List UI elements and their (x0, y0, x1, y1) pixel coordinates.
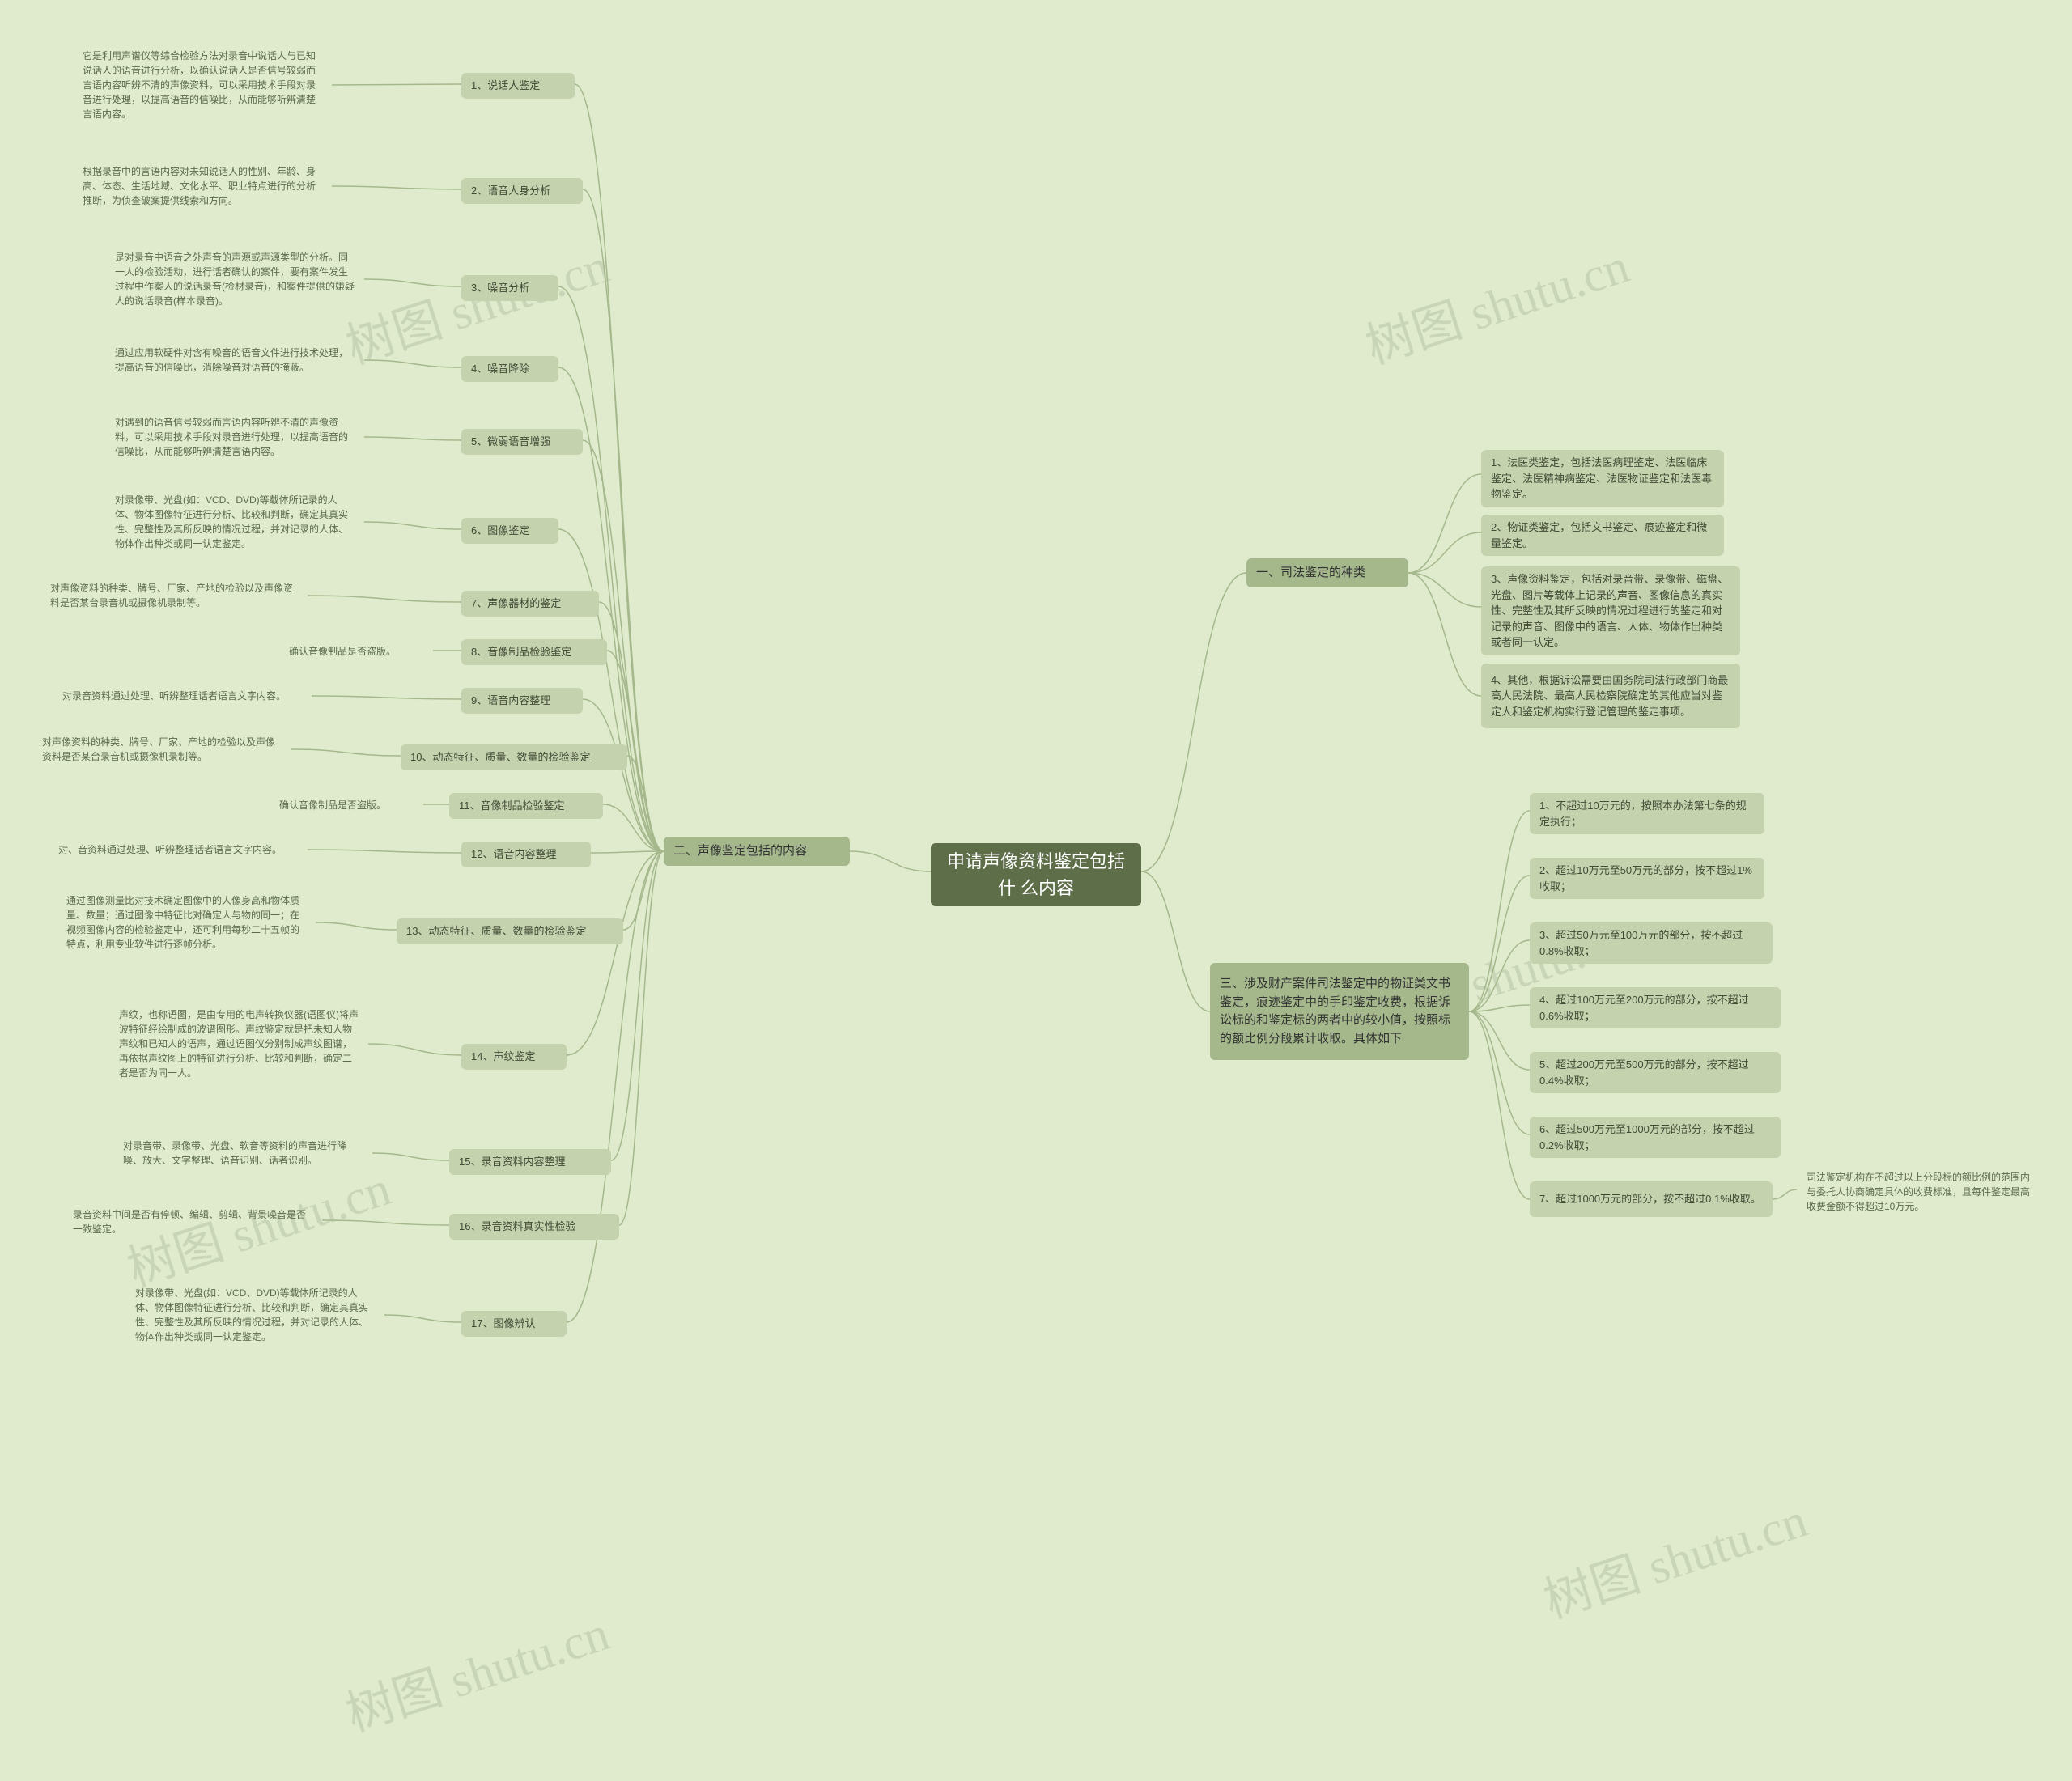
desc-node: 它是利用声谱仪等综合检验方法对录音中说话人与已知说话人的语音进行分析，以确认说话… (73, 40, 332, 129)
leaf-node: 15、录音资料内容整理 (449, 1149, 611, 1175)
leaf-node: 16、录音资料真实性检验 (449, 1214, 619, 1240)
desc-node: 司法鉴定机构在不超过以上分段标的额比例的范围内与委托人协商确定具体的收费标准，且… (1797, 1165, 2040, 1219)
desc-node: 对声像资料的种类、牌号、厂家、产地的检验以及声像资料是否某台录音机或摄像机录制等… (40, 576, 308, 615)
leaf-node: 4、噪音降除 (461, 356, 558, 382)
desc-node: 对、音资料通过处理、听辨整理话者语言文字内容。 (49, 832, 308, 867)
leaf-node: 11、音像制品检验鉴定 (449, 793, 603, 819)
leaf-node: 4、其他，根据诉讼需要由国务院司法行政部门商最高人民法院、最高人民检察院确定的其… (1481, 664, 1740, 728)
desc-node: 对遇到的语音信号较弱而言语内容听辨不清的声像资料，可以采用技术手段对录音进行处理… (105, 405, 364, 469)
leaf-node: 1、说话人鉴定 (461, 73, 575, 99)
desc-node: 确认音像制品是否盗版。 (270, 793, 423, 817)
desc-node: 录音资料中间是否有停顿、编辑、剪辑、背景噪音是否一致鉴定。 (63, 1202, 322, 1241)
leaf-node: 3、声像资料鉴定，包括对录音带、录像带、磁盘、光盘、图片等载体上记录的声音、图像… (1481, 566, 1740, 655)
leaf-node: 10、动态特征、质量、数量的检验鉴定 (401, 744, 627, 770)
desc-node: 对录像带、光盘(如：VCD、DVD)等载体所记录的人体、物体图像特征进行分析、比… (105, 486, 364, 558)
mindmap-canvas: 树图 shutu.cn树图 shutu.cn树图 shutu.cn树图 shut… (0, 0, 2072, 1781)
branch-node: 二、声像鉴定包括的内容 (664, 837, 850, 866)
leaf-node: 7、声像器材的鉴定 (461, 591, 599, 617)
desc-node: 通过应用软硬件对含有噪音的语音文件进行技术处理，提高语音的信噪比，消除噪音对语音… (105, 336, 364, 384)
desc-node: 是对录音中语音之外声音的声源或声源类型的分析。同一人的检验活动，进行话者确认的案… (105, 243, 364, 316)
branch-node: 一、司法鉴定的种类 (1246, 558, 1408, 587)
leaf-node: 4、超过100万元至200万元的部分，按不超过0.6%收取； (1530, 987, 1781, 1028)
leaf-node: 2、语音人身分析 (461, 178, 583, 204)
leaf-node: 8、音像制品检验鉴定 (461, 639, 607, 665)
leaf-node: 1、不超过10万元的，按照本办法第七条的规定执行； (1530, 793, 1764, 834)
leaf-node: 14、声纹鉴定 (461, 1044, 567, 1070)
leaf-node: 3、超过50万元至100万元的部分，按不超过0.8%收取； (1530, 922, 1773, 964)
leaf-node: 1、法医类鉴定，包括法医病理鉴定、法医临床鉴定、法医精神病鉴定、法医物证鉴定和法… (1481, 450, 1724, 507)
leaf-node: 17、图像辨认 (461, 1311, 567, 1337)
desc-node: 声纹，也称语图，是由专用的电声转换仪器(语图仪)将声波特征经绘制成的波谱图形。声… (109, 995, 368, 1092)
leaf-node: 2、物证类鉴定，包括文书鉴定、痕迹鉴定和微量鉴定。 (1481, 515, 1724, 556)
leaf-node: 9、语音内容整理 (461, 688, 583, 714)
desc-node: 确认音像制品是否盗版。 (279, 639, 433, 664)
desc-node: 对录像带、光盘(如：VCD、DVD)等载体所记录的人体、物体图像特征进行分析、比… (125, 1274, 384, 1355)
leaf-node: 3、噪音分析 (461, 275, 558, 301)
leaf-node: 7、超过1000万元的部分，按不超过0.1%收取。 (1530, 1181, 1773, 1217)
desc-node: 对录音带、录像带、光盘、软音等资料的声音进行降噪、放大、文字整理、语音识别、话者… (113, 1130, 372, 1177)
leaf-node: 13、动态特征、质量、数量的检验鉴定 (397, 918, 623, 944)
leaf-node: 6、图像鉴定 (461, 518, 558, 544)
branch-node: 三、涉及财产案件司法鉴定中的物证类文书鉴定，痕迹鉴定中的手印鉴定收费，根据诉讼标… (1210, 963, 1469, 1060)
leaf-node: 5、微弱语音增强 (461, 429, 583, 455)
leaf-node: 2、超过10万元至50万元的部分，按不超过1%收取； (1530, 858, 1764, 899)
desc-node: 通过图像测量比对技术确定图像中的人像身高和物体质量、数量；通过图像中特征比对确定… (57, 882, 316, 963)
desc-node: 根据录音中的言语内容对未知说话人的性别、年龄、身高、体态、生活地域、文化水平、职… (73, 154, 332, 218)
desc-node: 对录音资料通过处理、听辨整理话者语言文字内容。 (53, 678, 312, 714)
root-node: 申请声像资料鉴定包括什 么内容 (931, 843, 1141, 906)
leaf-node: 5、超过200万元至500万元的部分，按不超过0.4%收取； (1530, 1052, 1781, 1093)
desc-node: 对声像资料的种类、牌号、厂家、产地的检验以及声像资料是否某台录音机或摄像机录制等… (32, 730, 291, 769)
leaf-node: 12、语音内容整理 (461, 842, 591, 867)
leaf-node: 6、超过500万元至1000万元的部分，按不超过0.2%收取； (1530, 1117, 1781, 1158)
